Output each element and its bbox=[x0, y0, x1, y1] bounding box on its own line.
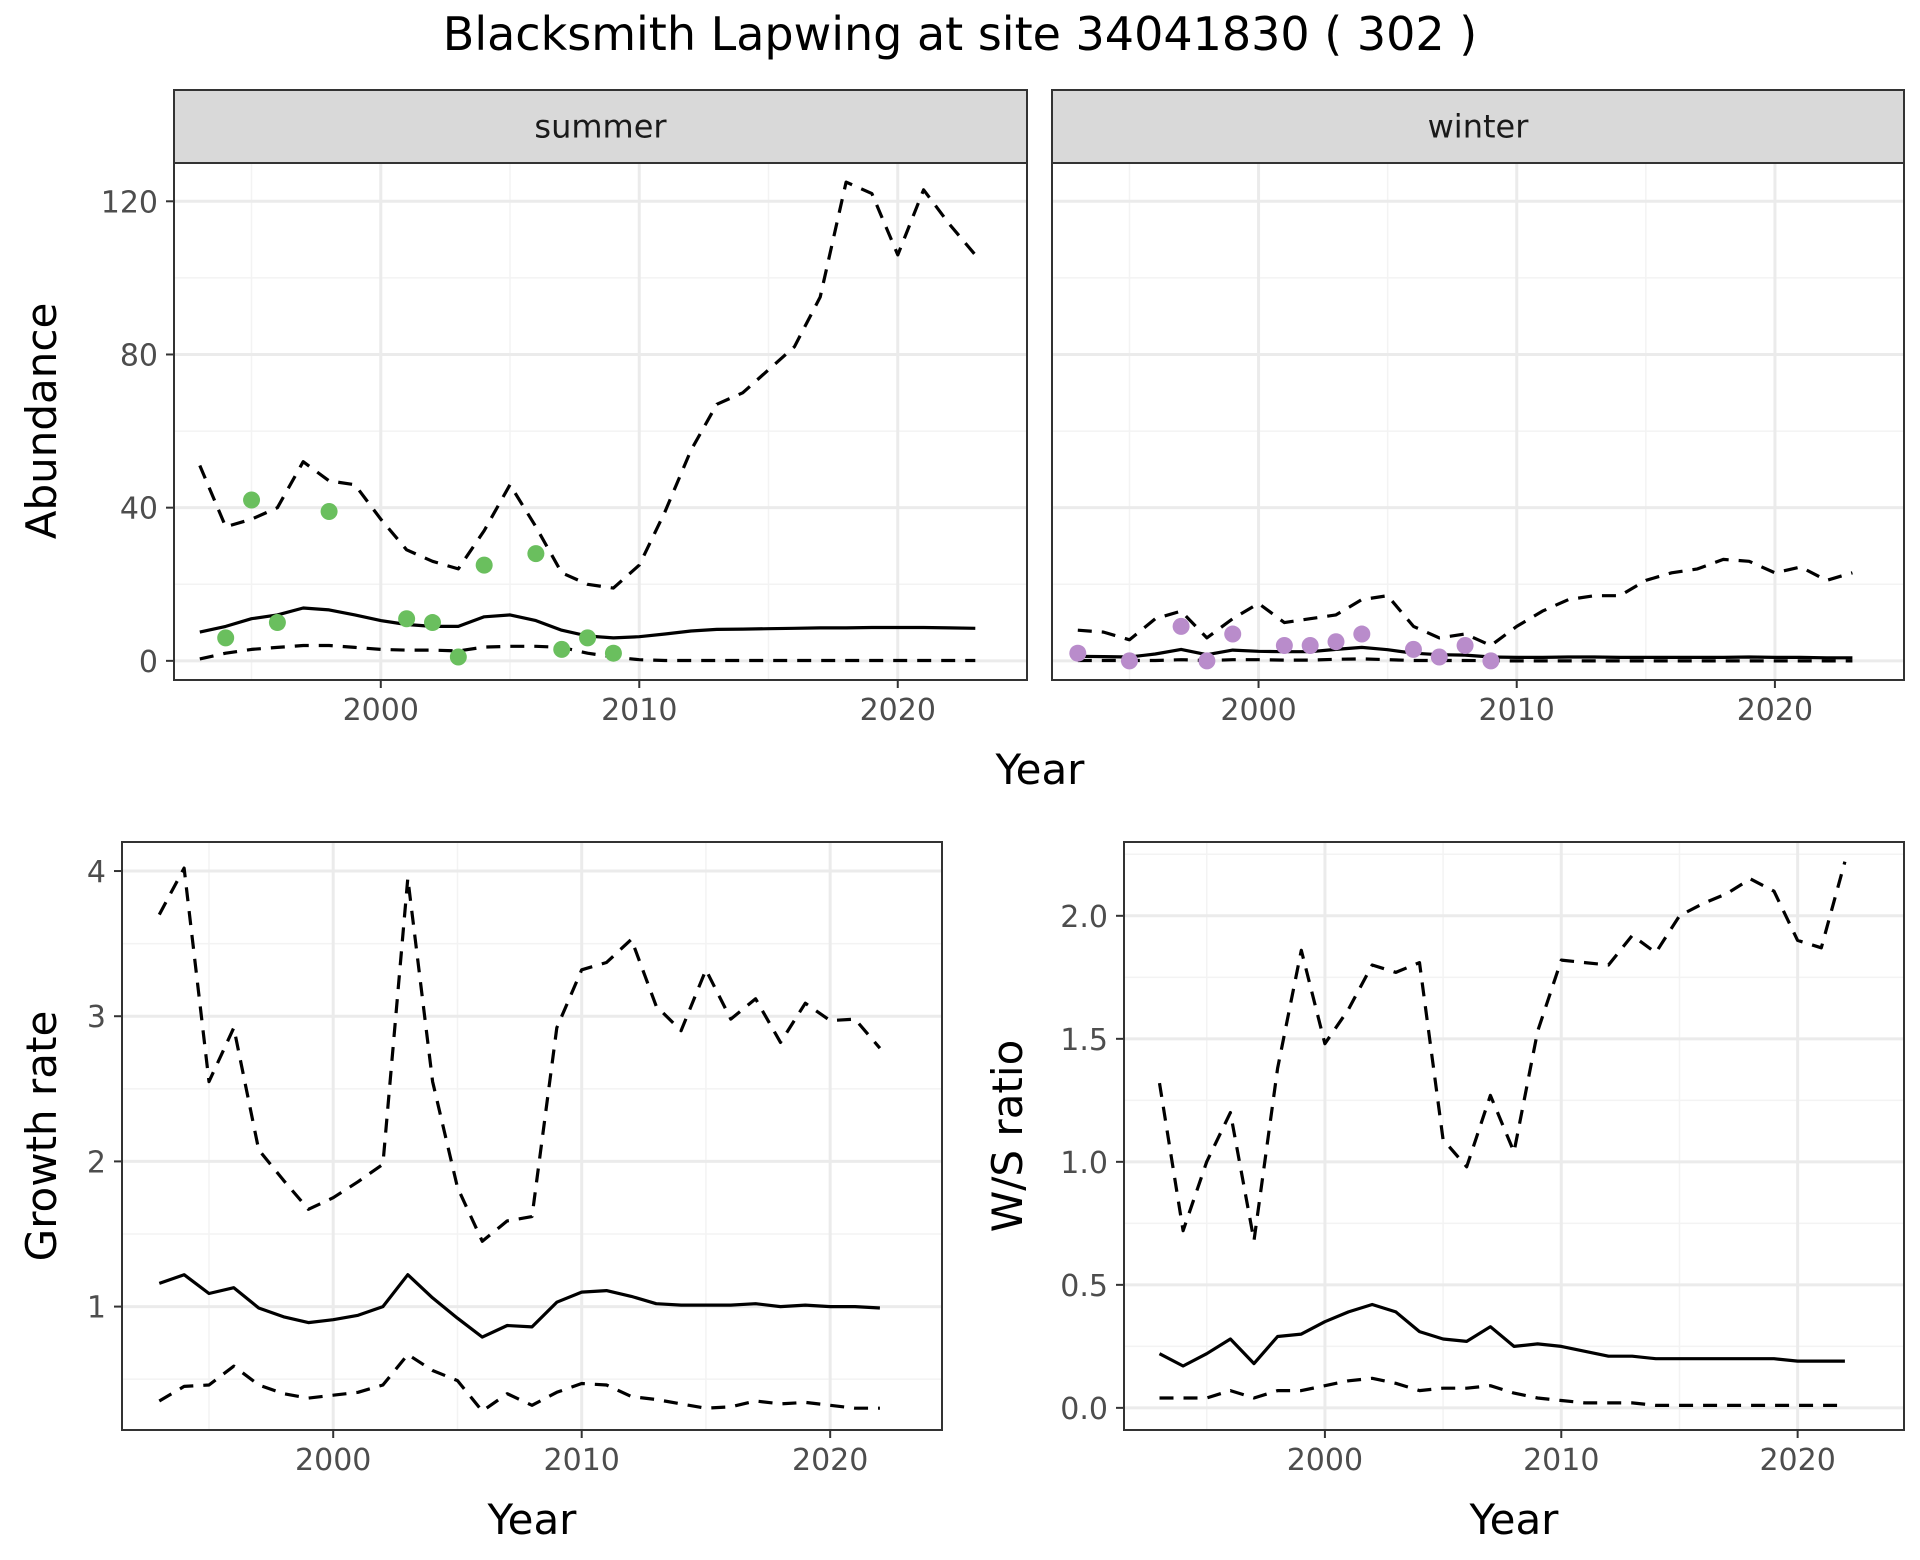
x-tick-label: 2010 bbox=[1523, 1443, 1599, 1478]
data-point bbox=[1482, 652, 1500, 670]
dashed-bound-line bbox=[1077, 557, 1853, 648]
data-point bbox=[1301, 637, 1319, 655]
y-tick-label: 1 bbox=[87, 1291, 106, 1326]
x-tick-label: 2010 bbox=[601, 693, 677, 728]
panel-3: 2000 2010 2020 1 2 3 4 Growth rate Year bbox=[17, 841, 943, 1544]
data-point bbox=[1353, 625, 1371, 643]
data-point bbox=[1430, 648, 1448, 666]
panel-border bbox=[121, 841, 943, 1431]
x-tick-label: 2020 bbox=[1759, 1443, 1835, 1478]
x-tick-label: 2000 bbox=[1287, 1443, 1363, 1478]
facet-label: summer bbox=[534, 108, 667, 146]
x-tick-label: 2010 bbox=[544, 1443, 620, 1478]
plot-background bbox=[122, 842, 942, 1430]
y-tick-label: 3 bbox=[87, 1000, 106, 1035]
y-tick-label: 0.0 bbox=[1060, 1392, 1108, 1427]
x-axis-title: Year bbox=[487, 1495, 578, 1544]
plot-background bbox=[1052, 163, 1904, 680]
facet-strip bbox=[173, 89, 1028, 164]
x-tick-label: 2000 bbox=[1220, 693, 1296, 728]
plot-background bbox=[1124, 842, 1904, 1430]
panel-2: winter 2000 2010 2020 bbox=[1051, 89, 1905, 728]
facet-strip bbox=[1051, 89, 1905, 164]
dashed-bound-line bbox=[1157, 861, 1847, 1243]
data-point bbox=[579, 629, 597, 647]
data-point bbox=[604, 644, 622, 662]
y-tick-label: 1.5 bbox=[1060, 1023, 1108, 1058]
panel-border bbox=[1123, 841, 1905, 1431]
y-tick-label: 2 bbox=[87, 1145, 106, 1180]
y-axis-title: W/S ratio bbox=[983, 1040, 1032, 1233]
data-point bbox=[1224, 625, 1242, 643]
data-point bbox=[217, 629, 235, 647]
dashed-bound-line bbox=[157, 866, 882, 1243]
data-point bbox=[1120, 652, 1138, 670]
solid-estimate-line bbox=[158, 1273, 880, 1339]
dashed-bound-line bbox=[198, 180, 977, 590]
y-tick-label: 40 bbox=[120, 492, 158, 527]
panels: summer 2000 2010 2020 0 40 80 120 Abundance winte… bbox=[17, 89, 1905, 1544]
y-tick-label: 0.5 bbox=[1060, 1269, 1108, 1304]
dashed-bound-line bbox=[199, 643, 976, 663]
solid-estimate-line bbox=[1158, 1302, 1845, 1368]
data-point bbox=[1172, 617, 1190, 635]
data-point bbox=[527, 545, 545, 563]
data-point bbox=[268, 614, 286, 632]
data-point bbox=[449, 648, 467, 666]
y-tick-label: 1.0 bbox=[1060, 1146, 1108, 1181]
x-tick-label: 2000 bbox=[343, 693, 419, 728]
x-tick-label: 2010 bbox=[1479, 693, 1555, 728]
panel-4: 2000 2010 2020 0.0 0.5 1.0 1.5 2.0 W/S ratio Year bbox=[983, 841, 1905, 1544]
data-point bbox=[475, 556, 493, 574]
x-tick-label: 2020 bbox=[1737, 693, 1813, 728]
x-tick-label: 2020 bbox=[792, 1443, 868, 1478]
y-tick-label: 120 bbox=[101, 185, 158, 220]
data-point bbox=[320, 502, 338, 520]
top-x-axis-title: Year bbox=[995, 745, 1086, 794]
data-point bbox=[1275, 637, 1293, 655]
x-axis-title: Year bbox=[1469, 1495, 1560, 1544]
x-tick-label: 2000 bbox=[295, 1443, 371, 1478]
y-axis-title: Growth rate bbox=[17, 1011, 66, 1262]
data-point bbox=[1327, 633, 1345, 651]
chart-title: Blacksmith Lapwing at site 34041830 ( 30… bbox=[443, 7, 1477, 61]
data-point bbox=[1198, 652, 1216, 670]
data-point bbox=[398, 610, 416, 628]
data-point bbox=[243, 491, 261, 509]
data-point bbox=[1069, 644, 1087, 662]
data-point bbox=[1456, 637, 1474, 655]
x-tick-label: 2020 bbox=[860, 693, 936, 728]
panel-1: summer 2000 2010 2020 0 40 80 120 Abundance bbox=[17, 89, 1028, 728]
data-point bbox=[1404, 640, 1422, 658]
y-axis-title: Abundance bbox=[17, 303, 66, 540]
plot-background bbox=[174, 163, 1027, 680]
y-tick-label: 0 bbox=[139, 645, 158, 680]
y-tick-label: 4 bbox=[87, 855, 106, 890]
facet-label: winter bbox=[1428, 108, 1530, 146]
y-tick-label: 80 bbox=[120, 338, 158, 373]
data-point bbox=[553, 640, 571, 658]
dashed-bound-line bbox=[158, 1352, 880, 1413]
data-point bbox=[423, 614, 441, 632]
y-tick-label: 2.0 bbox=[1060, 900, 1108, 935]
dashed-bound-line bbox=[1159, 1376, 1845, 1408]
